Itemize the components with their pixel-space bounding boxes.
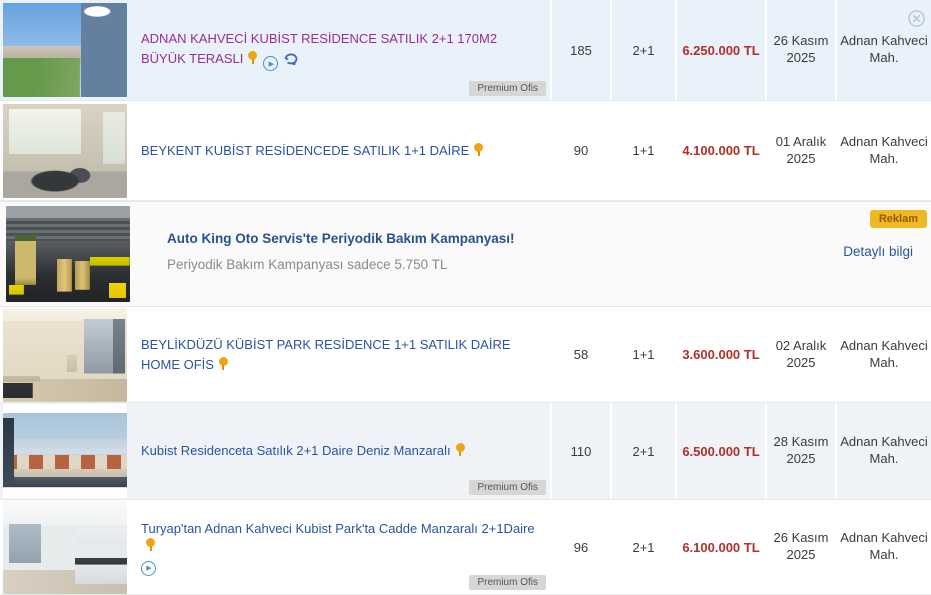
ad-details-link[interactable]: Detaylı bilgi <box>843 244 913 259</box>
date-line2: 2025 <box>786 150 816 166</box>
listing-photo[interactable] <box>3 307 127 402</box>
close-icon[interactable] <box>908 10 925 27</box>
title-cell: Turyap'tan Adnan Kahveci Kubist Park'ta … <box>131 500 550 594</box>
location-line1: Adnan Kahveci <box>840 530 928 546</box>
location-line1: Adnan Kahveci <box>840 33 928 49</box>
ad-image[interactable] <box>6 206 130 302</box>
video-play-icon[interactable] <box>141 560 156 576</box>
listing-title-link[interactable]: ADNAN KAHVECİ KUBİST RESİDENCE SATILIK 2… <box>141 31 498 66</box>
title-cell: BEYKENT KUBİST RESİDENCEDE SATILIK 1+1 D… <box>131 101 550 200</box>
title-wrap: Kubist Residenceta Satılık 2+1 Daire Den… <box>141 441 540 461</box>
m2-value: 185 <box>550 0 610 100</box>
date-line1: 02 Aralık <box>775 337 827 353</box>
date-value: 26 Kasım 2025 <box>765 500 835 594</box>
m2-value: 90 <box>550 101 610 200</box>
thumbnail-cell <box>0 403 131 499</box>
m2-value: 58 <box>550 307 610 402</box>
date-line1: 26 Kasım <box>773 530 829 546</box>
date-line1: 01 Aralık <box>775 133 827 149</box>
ad-right-column: Reklam Detaylı bilgi <box>767 202 931 306</box>
price-value: 6.100.000 TL <box>675 500 765 594</box>
date-line2: 2025 <box>786 50 816 65</box>
rooms-value: 2+1 <box>610 0 675 100</box>
rooms-value: 2+1 <box>610 500 675 594</box>
location-line1: Adnan Kahveci <box>840 133 928 149</box>
date-line2: 2025 <box>786 547 816 562</box>
pin-icon <box>145 538 156 552</box>
title-cell: Kubist Residenceta Satılık 2+1 Daire Den… <box>131 403 550 499</box>
date-line1: 26 Kasım <box>773 33 829 49</box>
date-value: 01 Aralık 2025 <box>765 101 835 200</box>
title-cell: BEYLİKDÜZÜ KÜBİST PARK RESİDENCE 1+1 SAT… <box>131 307 550 402</box>
rooms-value: 2+1 <box>610 403 675 499</box>
location-value: Adnan Kahveci Mah. <box>835 500 931 594</box>
listing-title-link[interactable]: Kubist Residenceta Satılık 2+1 Daire Den… <box>141 443 451 459</box>
listing-title-link[interactable]: Turyap'tan Adnan Kahveci Kubist Park'ta … <box>141 520 535 536</box>
rooms-value: 1+1 <box>610 101 675 200</box>
date-value: 28 Kasım 2025 <box>765 403 835 499</box>
pin-icon <box>218 356 229 371</box>
listing-photo[interactable] <box>3 103 127 198</box>
location-line1: Adnan Kahveci <box>840 434 928 450</box>
location-line1: Adnan Kahveci <box>840 337 928 353</box>
location-line2: Mah. <box>869 50 899 65</box>
listing-photo[interactable] <box>3 404 127 498</box>
title-wrap: Turyap'tan Adnan Kahveci Kubist Park'ta … <box>141 519 540 576</box>
title-wrap: ADNAN KAHVECİ KUBİST RESİDENCE SATILIK 2… <box>141 29 540 71</box>
ad-subtitle: Periyodik Bakım Kampanyası sadece 5.750 … <box>167 257 448 272</box>
listing-photo[interactable] <box>3 3 127 97</box>
listing-row[interactable]: BEYLİKDÜZÜ KÜBİST PARK RESİDENCE 1+1 SAT… <box>0 307 931 403</box>
virtual-tour-360-icon[interactable] <box>283 52 299 69</box>
thumbnail-cell <box>0 500 131 594</box>
listing-row[interactable]: ADNAN KAHVECİ KUBİST RESİDENCE SATILIK 2… <box>0 0 931 101</box>
listing-row[interactable]: Kubist Residenceta Satılık 2+1 Daire Den… <box>0 403 931 500</box>
location-line2: Mah. <box>869 354 899 370</box>
listing-row[interactable]: BEYKENT KUBİST RESİDENCEDE SATILIK 1+1 D… <box>0 101 931 201</box>
title-line: Turyap'tan Adnan Kahveci Kubist Park'ta … <box>141 519 536 554</box>
rooms-value: 1+1 <box>610 307 675 402</box>
thumbnail-cell <box>0 0 131 100</box>
thumbnail-cell <box>0 307 131 402</box>
date-line2: 2025 <box>786 354 816 370</box>
listing-row[interactable]: Turyap'tan Adnan Kahveci Kubist Park'ta … <box>0 500 931 595</box>
location-line2: Mah. <box>869 547 899 562</box>
date-line2: 2025 <box>786 451 816 466</box>
premium-office-badge: Premium Ofis <box>469 575 546 590</box>
listing-title-link[interactable]: BEYKENT KUBİST RESİDENCEDE SATILIK 1+1 D… <box>141 142 470 158</box>
m2-value: 96 <box>550 500 610 594</box>
thumbnail-cell <box>0 101 131 200</box>
pin-icon <box>473 142 484 157</box>
icon-line <box>141 555 536 576</box>
reklam-badge: Reklam <box>869 210 927 228</box>
premium-office-badge: Premium Ofis <box>469 81 546 96</box>
location-value: Adnan Kahveci Mah. <box>835 307 931 402</box>
date-line1: 28 Kasım <box>773 434 829 450</box>
title-wrap: BEYKENT KUBİST RESİDENCEDE SATILIK 1+1 D… <box>141 141 540 161</box>
premium-office-badge: Premium Ofis <box>469 480 546 495</box>
pin-icon <box>455 443 466 457</box>
m2-value: 110 <box>550 403 610 499</box>
ad-title-link[interactable]: Auto King Oto Servis'te Periyodik Bakım … <box>167 231 515 246</box>
price-value: 3.600.000 TL <box>675 307 765 402</box>
price-value: 6.500.000 TL <box>675 403 765 499</box>
location-value: Adnan Kahveci Mah. <box>835 403 931 499</box>
listing-photo[interactable] <box>3 500 127 594</box>
price-value: 6.250.000 TL <box>675 0 765 100</box>
location-value: Adnan Kahveci Mah. <box>835 101 931 200</box>
ad-body: Auto King Oto Servis'te Periyodik Bakım … <box>131 202 767 306</box>
listing-title-link[interactable]: BEYLİKDÜZÜ KÜBİST PARK RESİDENCE 1+1 SAT… <box>141 337 511 372</box>
video-play-icon[interactable] <box>263 56 279 71</box>
price-value: 4.100.000 TL <box>675 101 765 200</box>
location-line2: Mah. <box>869 451 899 466</box>
advertisement-row[interactable]: Auto King Oto Servis'te Periyodik Bakım … <box>0 201 931 307</box>
date-value: 02 Aralık 2025 <box>765 307 835 402</box>
title-wrap: BEYLİKDÜZÜ KÜBİST PARK RESİDENCE 1+1 SAT… <box>141 335 540 374</box>
title-cell: ADNAN KAHVECİ KUBİST RESİDENCE SATILIK 2… <box>131 0 550 100</box>
date-value: 26 Kasım 2025 <box>765 0 835 100</box>
pin-icon <box>247 50 258 65</box>
location-value: Adnan Kahveci Mah. <box>835 0 931 100</box>
location-line2: Mah. <box>869 150 899 166</box>
thumbnail-cell <box>0 202 131 306</box>
